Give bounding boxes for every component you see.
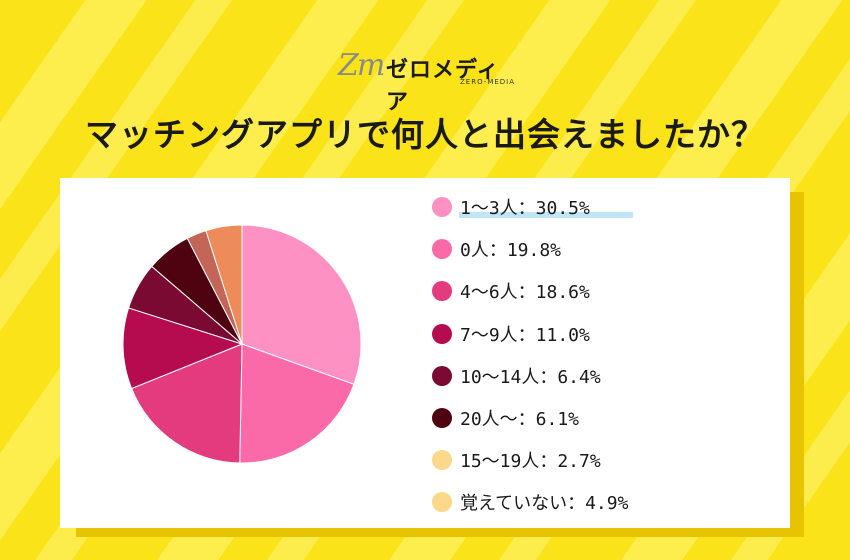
- logo-subtitle: ZERO-MEDIA: [460, 78, 516, 86]
- legend-label: 1〜3人：30.5%: [460, 198, 590, 220]
- legend-swatch: [432, 492, 452, 513]
- legend-swatch: [432, 408, 452, 429]
- logo-name: ゼロメディア: [386, 58, 500, 115]
- legend-item: 覚えていない：4.9%: [432, 481, 628, 523]
- pie-chart: [122, 224, 362, 464]
- legend-item: 4〜6人：18.6%: [432, 270, 628, 312]
- logo-mark: Zm: [338, 48, 385, 83]
- logo: Zm ゼロメディア ZERO-MEDIA: [338, 46, 518, 115]
- pie-slice: [239, 343, 355, 464]
- legend-label: 覚えていない：4.9%: [460, 493, 629, 515]
- legend-item: 10〜14人：6.4%: [432, 355, 628, 397]
- legend-label: 4〜6人：18.6%: [460, 282, 590, 304]
- legend-item: 7〜9人：11.0%: [432, 313, 628, 355]
- legend-swatch: [432, 281, 452, 302]
- legend-label: 15〜19人：2.7%: [460, 451, 601, 473]
- chart-legend: 1〜3人：30.5% 0人：19.8% 4〜6人：18.6% 7〜9人：11.0% 10…: [432, 186, 633, 524]
- legend-item: 20人〜：6.1%: [432, 397, 628, 439]
- legend-label: 10〜14人：6.4%: [460, 366, 601, 388]
- legend-label: 0人：19.8%: [460, 240, 562, 262]
- legend-swatch: [432, 450, 452, 471]
- pie-slice: [122, 307, 244, 390]
- legend-swatch: [432, 365, 452, 386]
- legend-swatch: [432, 239, 452, 260]
- pie-slice: [241, 224, 362, 385]
- legend-swatch: [432, 323, 452, 344]
- pie-slice: [130, 343, 243, 464]
- legend-swatch: [432, 197, 452, 218]
- pie-slice: [205, 224, 243, 345]
- legend-label: 20人〜：6.1%: [460, 409, 580, 431]
- highlight-underline: [459, 212, 633, 218]
- legend-item: 1〜3人：30.5%: [432, 186, 633, 228]
- legend-label: 7〜9人：11.0%: [460, 324, 590, 346]
- chart-title: マッチングアプリで何人と出会えましたか？: [85, 115, 765, 154]
- legend-item: 15〜19人：2.7%: [432, 439, 628, 481]
- legend-item: 0人：19.8%: [432, 228, 628, 270]
